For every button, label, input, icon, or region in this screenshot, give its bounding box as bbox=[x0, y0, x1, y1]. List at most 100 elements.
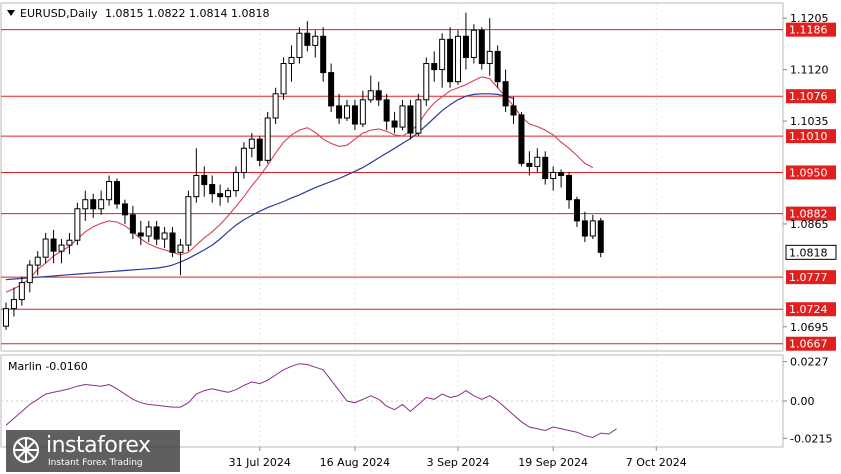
candle-bull bbox=[145, 226, 152, 237]
main-pane-frame bbox=[0, 2, 784, 352]
level-label: 1.0724 bbox=[789, 303, 828, 316]
candle-bear bbox=[328, 72, 335, 107]
ohlc-readout: 1.0815 1.0822 1.0814 1.0818 bbox=[105, 7, 269, 20]
candle-bull bbox=[193, 174, 200, 198]
candle-bear bbox=[478, 29, 485, 65]
candle-bull bbox=[98, 199, 105, 210]
candle-bull bbox=[232, 171, 239, 192]
candle-bull bbox=[177, 244, 184, 253]
ind-y-tick-label: 0.00 bbox=[790, 395, 815, 408]
candle-bear bbox=[494, 50, 501, 83]
candle-bull bbox=[312, 35, 319, 46]
candle-bear bbox=[201, 174, 208, 186]
candle-bear bbox=[129, 214, 136, 234]
candle-bull bbox=[534, 156, 541, 167]
candle-bear bbox=[558, 171, 565, 176]
candle-bull bbox=[367, 90, 374, 101]
candle-bull bbox=[74, 208, 81, 241]
candle-bull bbox=[455, 35, 462, 83]
x-tick-label: 31 Jul 2024 bbox=[229, 456, 291, 469]
dropdown-triangle-icon[interactable] bbox=[7, 10, 15, 16]
candle-bull bbox=[486, 50, 493, 65]
level-label: 1.0882 bbox=[789, 208, 828, 221]
candle-bull bbox=[66, 239, 73, 246]
candle-bull bbox=[280, 63, 287, 95]
marlin-line bbox=[5, 363, 617, 439]
candle-bull bbox=[343, 105, 350, 119]
candle-bear bbox=[351, 105, 358, 125]
candle-bear bbox=[336, 105, 343, 119]
level-tag bbox=[786, 302, 836, 317]
candle-bull bbox=[439, 38, 446, 71]
candle-bear bbox=[137, 232, 144, 237]
candle-bear bbox=[304, 32, 311, 46]
brand-name: instaforex bbox=[46, 433, 151, 458]
level-tag bbox=[786, 129, 836, 144]
level-tag bbox=[786, 22, 836, 37]
x-tick-label: 16 Aug 2024 bbox=[320, 456, 390, 469]
candle-bull bbox=[423, 63, 430, 101]
candle-bear bbox=[597, 220, 604, 253]
fast-ma-line bbox=[5, 76, 594, 293]
y-tick-label: 1.0865 bbox=[790, 218, 829, 231]
candle-bull bbox=[161, 232, 168, 240]
level-tag bbox=[786, 270, 836, 285]
instaforex-watermark: instaforex Instant Forex Trading bbox=[6, 430, 180, 472]
instaforex-logo-icon bbox=[13, 437, 39, 463]
candle-bull bbox=[359, 99, 366, 125]
candle-bull bbox=[58, 244, 65, 252]
candle-bull bbox=[296, 32, 303, 58]
level-tag bbox=[786, 89, 836, 104]
level-tag bbox=[786, 336, 836, 351]
x-tick-label: 19 Sep 2024 bbox=[518, 456, 588, 469]
candle-bear bbox=[256, 138, 263, 161]
candle-bull bbox=[225, 190, 232, 198]
current-price-label: 1.0818 bbox=[789, 246, 828, 259]
candle-bear bbox=[431, 63, 438, 71]
level-label: 1.0667 bbox=[789, 338, 828, 351]
candle-bear bbox=[169, 232, 176, 253]
candle-bear bbox=[375, 90, 382, 101]
level-tag bbox=[786, 165, 836, 180]
y-tick-label: 1.1035 bbox=[790, 115, 829, 128]
brand-tagline: Instant Forex Trading bbox=[48, 458, 143, 468]
x-tick-label: 3 Sep 2024 bbox=[427, 456, 490, 469]
level-tag bbox=[786, 206, 836, 221]
candle-bull bbox=[589, 220, 596, 237]
level-label: 1.1010 bbox=[789, 130, 828, 143]
candle-bull bbox=[10, 299, 17, 310]
candle-bear bbox=[518, 114, 525, 164]
candle-bull bbox=[26, 264, 33, 284]
y-tick-label: 1.0695 bbox=[790, 321, 829, 334]
candle-bull bbox=[106, 181, 113, 201]
candle-bear bbox=[581, 220, 588, 237]
level-label: 1.0950 bbox=[789, 166, 828, 179]
candle-bull bbox=[264, 117, 271, 161]
candle-bull bbox=[18, 282, 25, 301]
candle-bull bbox=[470, 29, 477, 58]
candle-bull bbox=[42, 238, 49, 258]
slow-ma-line bbox=[5, 93, 514, 281]
indicator-label: Marlin -0.0160 bbox=[8, 360, 88, 373]
candle-bear bbox=[209, 184, 216, 195]
ind-y-tick-label: 0.0227 bbox=[790, 356, 829, 369]
candle-bull bbox=[288, 56, 295, 65]
candle-bear bbox=[90, 199, 97, 210]
candle-bear bbox=[573, 199, 580, 222]
candle-bear bbox=[121, 203, 128, 216]
candle-bull bbox=[82, 199, 89, 210]
candle-bear bbox=[391, 120, 398, 128]
candle-bear bbox=[407, 105, 414, 134]
candle-bear bbox=[50, 238, 57, 252]
candle-bull bbox=[34, 256, 41, 266]
candle-bull bbox=[272, 93, 279, 119]
candle-bear bbox=[462, 35, 469, 58]
candle-bull bbox=[185, 196, 192, 246]
candle-bear bbox=[447, 38, 454, 83]
ind-y-tick-label: -0.0215 bbox=[790, 432, 832, 445]
candle-bull bbox=[550, 171, 557, 180]
candle-bear bbox=[502, 81, 509, 107]
candle-bear bbox=[526, 162, 533, 167]
y-tick-label: 1.1205 bbox=[790, 12, 829, 25]
